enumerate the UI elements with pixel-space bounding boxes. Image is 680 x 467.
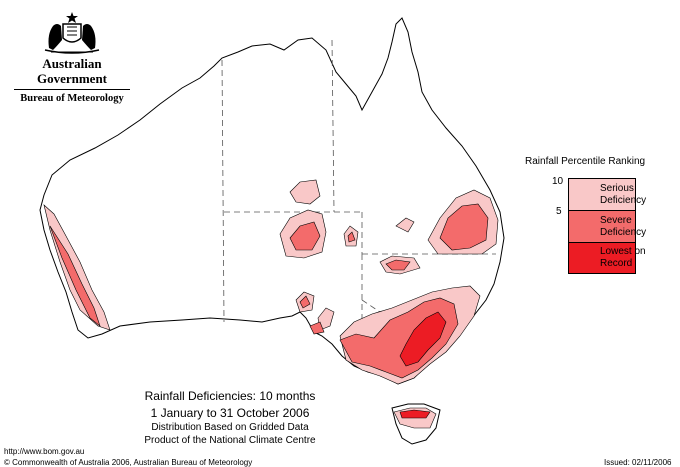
legend-label-severe-line2: Deficiency	[600, 227, 647, 238]
region-sa-west-severe	[299, 295, 311, 309]
region-se-lowest	[399, 311, 447, 367]
map-title-line2: 1 January to 31 October 2006	[150, 406, 310, 420]
legend-label-serious-line2: Deficiency	[600, 195, 647, 206]
bureau-name: Bureau of Meteorology	[20, 93, 124, 104]
region-tas-lowest	[399, 409, 431, 419]
border-nsw-vic	[361, 299, 441, 353]
region-central-severe	[289, 221, 321, 251]
region-qld-small	[395, 217, 415, 233]
region-wa-serious	[43, 204, 111, 331]
coat-of-arms-icon	[44, 12, 100, 54]
legend-label-lowest-line2: Record	[600, 258, 633, 269]
region-qld-severe	[439, 203, 489, 251]
legend-tick-mid: 5	[556, 206, 562, 217]
deficiency-regions	[43, 179, 499, 429]
map-title-line1: Rainfall Deficiencies: 10 months	[144, 389, 316, 403]
legend-label-serious: Serious Deficiency	[600, 183, 646, 207]
border-wa-nt-sa	[221, 59, 225, 323]
legend-title: Rainfall Percentile Ranking	[525, 156, 646, 167]
government-logo: Australian Government Bureau of Meteorol…	[10, 10, 134, 105]
map-title-line4: Product of the National Climate Centre	[144, 435, 316, 446]
government-name: Australian Government	[36, 56, 108, 86]
region-nsw-north-severe	[385, 259, 411, 271]
legend-label-lowest-line1: Lowest on	[600, 246, 646, 257]
legend-swatch-severe	[568, 210, 636, 243]
footer-copyright: © Commonwealth of Australia 2006, Austra…	[4, 458, 253, 467]
region-central-east-severe	[347, 231, 356, 243]
map-title-line3: Distribution Based on Gridded Data	[151, 422, 309, 433]
legend-tick-top: 10	[552, 176, 564, 187]
legend-label-severe-line1: Severe	[600, 215, 632, 226]
legend-label-severe: Severe Deficiency	[600, 215, 646, 239]
legend-swatch-lowest	[568, 242, 636, 274]
border-nt-qld	[331, 39, 335, 213]
region-central-north	[289, 179, 321, 205]
region-sa-gulf-severe	[309, 321, 325, 335]
legend-label-serious-line1: Serious	[600, 183, 634, 194]
legend-label-lowest: Lowest on Record	[600, 246, 646, 270]
logo-divider	[14, 89, 130, 90]
region-wa-severe	[49, 225, 101, 327]
mainland-coastline	[39, 17, 505, 385]
footer-url[interactable]: http://www.bom.gov.au	[4, 447, 85, 456]
footer-issued-date: Issued: 02/11/2006	[604, 458, 672, 467]
